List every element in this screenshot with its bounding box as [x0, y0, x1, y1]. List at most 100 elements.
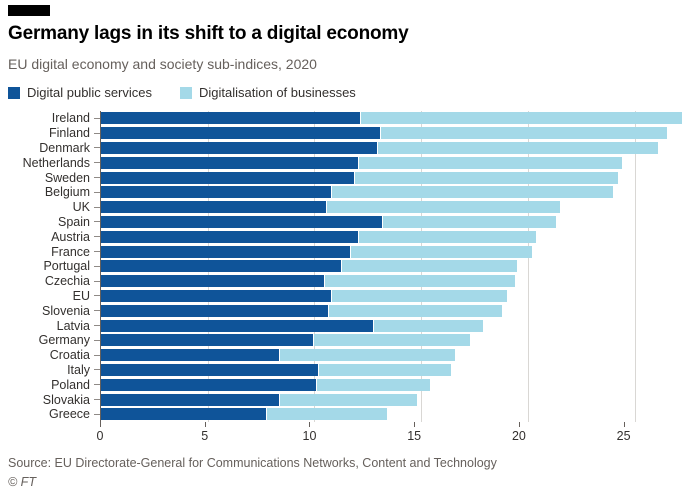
y-axis-tick [94, 251, 100, 253]
category-label-row: Czechia [8, 274, 100, 289]
stacked-bar [101, 230, 688, 243]
category-label: Denmark [39, 140, 90, 155]
bar-row [101, 111, 688, 126]
category-label-row: Slovenia [8, 303, 100, 318]
stacked-bar [101, 393, 688, 406]
bar-segment-digital-public-services [101, 393, 281, 406]
bar-segment-digitalisation-of-businesses [329, 304, 503, 317]
bar-row [101, 377, 688, 392]
bar-row [101, 126, 688, 141]
bar-segment-digital-public-services [101, 245, 351, 258]
bar-row [101, 141, 688, 156]
bar-segment-digitalisation-of-businesses [280, 349, 456, 362]
bar-segment-digitalisation-of-businesses [359, 230, 537, 243]
x-axis-tick [100, 421, 101, 427]
x-axis-tick [309, 421, 311, 427]
y-axis-tick [94, 236, 100, 238]
bar-segment-digital-public-services [101, 171, 355, 184]
bar-row [101, 303, 688, 318]
stacked-bar [101, 141, 688, 154]
stacked-bar [101, 156, 688, 169]
y-axis-tick [94, 295, 100, 297]
stacked-bar [101, 201, 688, 214]
stacked-bar [101, 171, 688, 184]
category-label-row: Spain [8, 215, 100, 230]
bar-segment-digitalisation-of-businesses [280, 393, 417, 406]
stacked-bar [101, 112, 688, 125]
bar-segment-digital-public-services [101, 363, 319, 376]
bar-row [101, 274, 688, 289]
legend-swatch [8, 86, 20, 99]
y-axis-tick [94, 117, 100, 119]
stacked-bar [101, 127, 688, 140]
y-axis-tick [94, 177, 100, 179]
bar-row [101, 185, 688, 200]
stacked-bar [101, 215, 688, 228]
y-axis-tick [94, 191, 100, 193]
stacked-bar [101, 260, 688, 273]
bar-row [101, 170, 688, 185]
bar-segment-digitalisation-of-businesses [331, 186, 614, 199]
category-label: Slovenia [42, 303, 90, 318]
category-label-row: Finland [8, 126, 100, 141]
bar-segment-digital-public-services [101, 378, 317, 391]
category-label-row: Ireland [8, 111, 100, 126]
bar-segment-digital-public-services [101, 186, 332, 199]
y-axis-tick [94, 310, 100, 312]
legend-item: Digitalisation of businesses [180, 85, 356, 100]
bar-row [101, 244, 688, 259]
stacked-bar [101, 304, 688, 317]
x-axis-tick [623, 421, 625, 427]
bar-segment-digital-public-services [101, 141, 379, 154]
bar-segment-digitalisation-of-businesses [331, 289, 507, 302]
category-label: UK [72, 200, 90, 215]
x-axis: 0 5 10 15 20 25 [97, 421, 676, 446]
category-label: Netherlands [22, 155, 90, 170]
bar-segment-digital-public-services [101, 112, 362, 125]
bar-segment-digital-public-services [101, 304, 330, 317]
bar-segment-digitalisation-of-businesses [318, 363, 452, 376]
x-axis-tick-label: 15 [407, 428, 422, 443]
y-axis-tick [94, 399, 100, 401]
category-label: Germany [38, 333, 90, 348]
x-axis-tick [518, 421, 520, 427]
category-label-row: Netherlands [8, 155, 100, 170]
category-label-row: Italy [8, 363, 100, 378]
category-label-row: Denmark [8, 141, 100, 156]
bar-segment-digital-public-services [101, 156, 360, 169]
category-label-row: Poland [8, 377, 100, 392]
y-axis-tick [94, 221, 100, 223]
category-label-row: EU [8, 289, 100, 304]
category-label: Austria [51, 229, 90, 244]
bar-segment-digital-public-services [101, 260, 343, 273]
category-label-row: Slovakia [8, 392, 100, 407]
stacked-bar [101, 319, 688, 332]
y-axis-tick [94, 162, 100, 164]
category-label-row: UK [8, 200, 100, 215]
legend-swatch [180, 86, 192, 99]
category-label-row: Germany [8, 333, 100, 348]
bar-row [101, 333, 688, 348]
y-axis-tick [94, 339, 100, 341]
category-label: Spain [58, 214, 90, 229]
bar-segment-digital-public-services [101, 230, 360, 243]
category-label: Poland [51, 377, 90, 392]
stacked-bar [101, 334, 688, 347]
bar-segment-digital-public-services [101, 201, 328, 214]
stacked-bar [101, 245, 688, 258]
bar-segment-digitalisation-of-businesses [355, 171, 618, 184]
bar-row [101, 318, 688, 333]
bar-row [101, 200, 688, 215]
bar-segment-digitalisation-of-businesses [342, 260, 518, 273]
labels-column: Ireland Finland Denmark Netherlands Sweden Be… [8, 111, 100, 422]
bar-segment-digitalisation-of-businesses [314, 334, 471, 347]
x-axis-tick-label: 5 [201, 428, 209, 443]
bar-row [101, 407, 688, 422]
category-label: Portugal [43, 259, 90, 274]
category-label: EU [72, 288, 90, 303]
x-axis-tick [414, 421, 416, 427]
category-label: Croatia [49, 348, 90, 363]
y-axis-tick [94, 384, 100, 386]
stacked-bar [101, 363, 688, 376]
bar-segment-digitalisation-of-businesses [327, 201, 560, 214]
